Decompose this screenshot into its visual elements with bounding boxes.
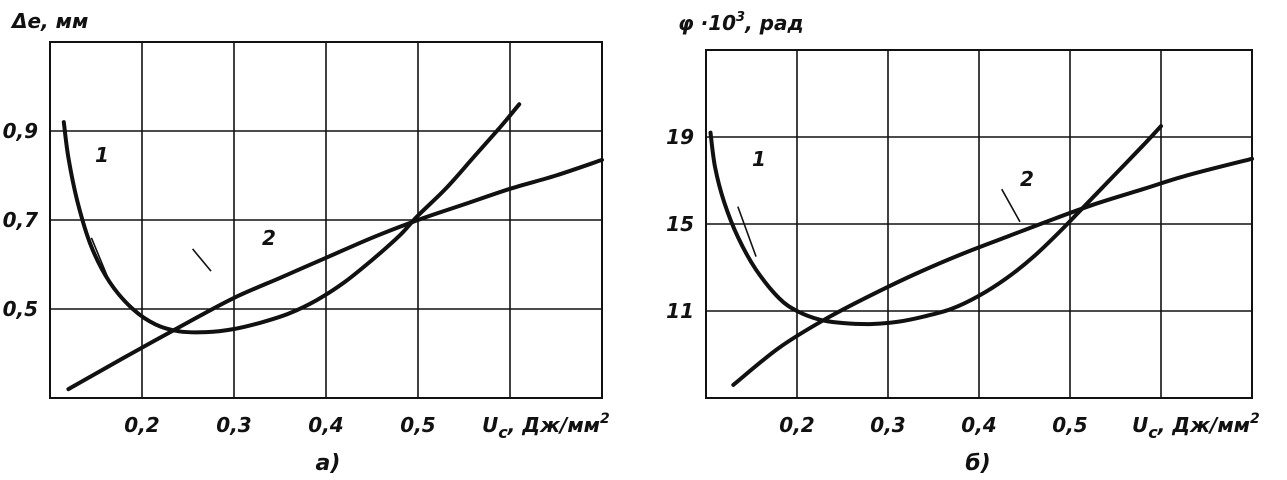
series-2-label: 2 xyxy=(1020,167,1034,191)
y-axis-label-sup: 3 xyxy=(736,10,745,25)
y-tick-label: 15 xyxy=(666,212,694,236)
series-1-line xyxy=(61,102,522,335)
series-2-leader xyxy=(1001,188,1021,223)
y-axis-label: φ ·103, рад xyxy=(678,10,804,35)
y-axis-label: Δe, мм xyxy=(10,9,88,33)
series-2-line xyxy=(731,156,1254,387)
series-1-leader xyxy=(737,206,757,257)
x-axis-label-sub: c xyxy=(498,423,508,442)
x-axis-label-main: U xyxy=(1132,413,1148,437)
panel-label: а) xyxy=(316,451,341,476)
x-tick-label: 0,2 xyxy=(124,413,159,437)
x-axis-label-sup: 2 xyxy=(600,411,610,427)
y-tick-label: 0,7 xyxy=(3,208,39,232)
y-tick-label: 0,9 xyxy=(3,119,39,143)
series-1-label: 1 xyxy=(752,147,766,171)
series-2-line xyxy=(66,157,604,392)
x-tick-label: 0,3 xyxy=(870,413,905,437)
x-axis-label-sub: c xyxy=(1148,423,1158,442)
series-1-label: 1 xyxy=(95,143,109,167)
y-tick-label: 0,5 xyxy=(3,297,38,321)
x-tick-label: 0,4 xyxy=(308,413,343,437)
x-tick-label: 0,2 xyxy=(779,413,814,437)
x-axis-label: Uc, Дж/мм2 xyxy=(1132,411,1260,442)
series-1-leader xyxy=(90,237,111,283)
x-axis-label-unit: , Дж/мм xyxy=(507,413,600,437)
x-tick-label: 0,4 xyxy=(961,413,996,437)
series-1-line xyxy=(708,124,1163,327)
series-2-leader xyxy=(191,248,212,272)
x-tick-label: 0,5 xyxy=(400,413,435,437)
y-tick-label: 19 xyxy=(666,125,694,149)
y-axis-label-unit: , рад xyxy=(744,11,804,35)
y-axis-label-main: φ ·10 xyxy=(678,11,736,35)
x-axis-label-sup: 2 xyxy=(1250,411,1260,427)
x-axis-label: Uc, Дж/мм2 xyxy=(482,411,610,442)
x-axis-label-main: U xyxy=(482,413,498,437)
x-axis-label-unit: , Дж/мм xyxy=(1157,413,1250,437)
y-tick-label: 11 xyxy=(666,299,694,323)
panel-label: б) xyxy=(965,451,990,476)
x-tick-label: 0,5 xyxy=(1052,413,1087,437)
series-2-label: 2 xyxy=(262,226,276,250)
x-tick-label: 0,3 xyxy=(216,413,251,437)
